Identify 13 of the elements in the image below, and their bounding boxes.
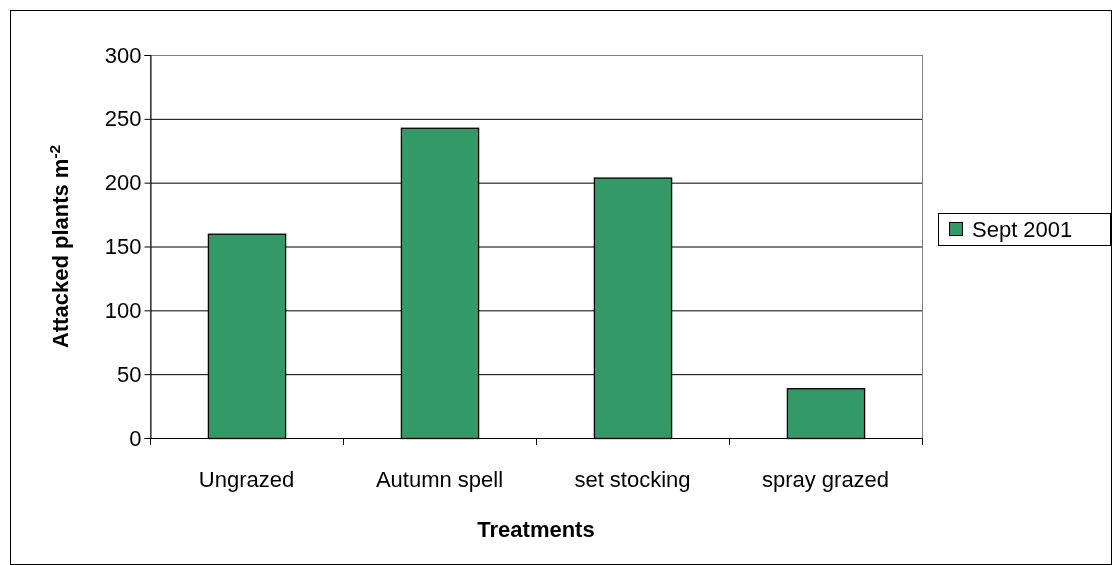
y-tick-label: 50 — [117, 361, 142, 387]
legend-label: Sept 2001 — [972, 217, 1073, 242]
x-tick-label: Ungrazed — [198, 467, 295, 492]
y-tick-label: 150 — [104, 234, 142, 260]
x-tick-label: Autumn spell — [375, 467, 504, 492]
y-tick-label: 0 — [129, 425, 142, 451]
x-tick-label: spray grazed — [761, 467, 890, 492]
x-tick-label: set stocking — [574, 467, 691, 492]
x-axis-title: Treatments — [477, 517, 595, 542]
y-tick-label: 300 — [104, 42, 142, 68]
y-tick-label: 200 — [104, 170, 142, 196]
y-tick-label: 100 — [104, 297, 142, 323]
y-tick-label: 250 — [104, 106, 142, 132]
